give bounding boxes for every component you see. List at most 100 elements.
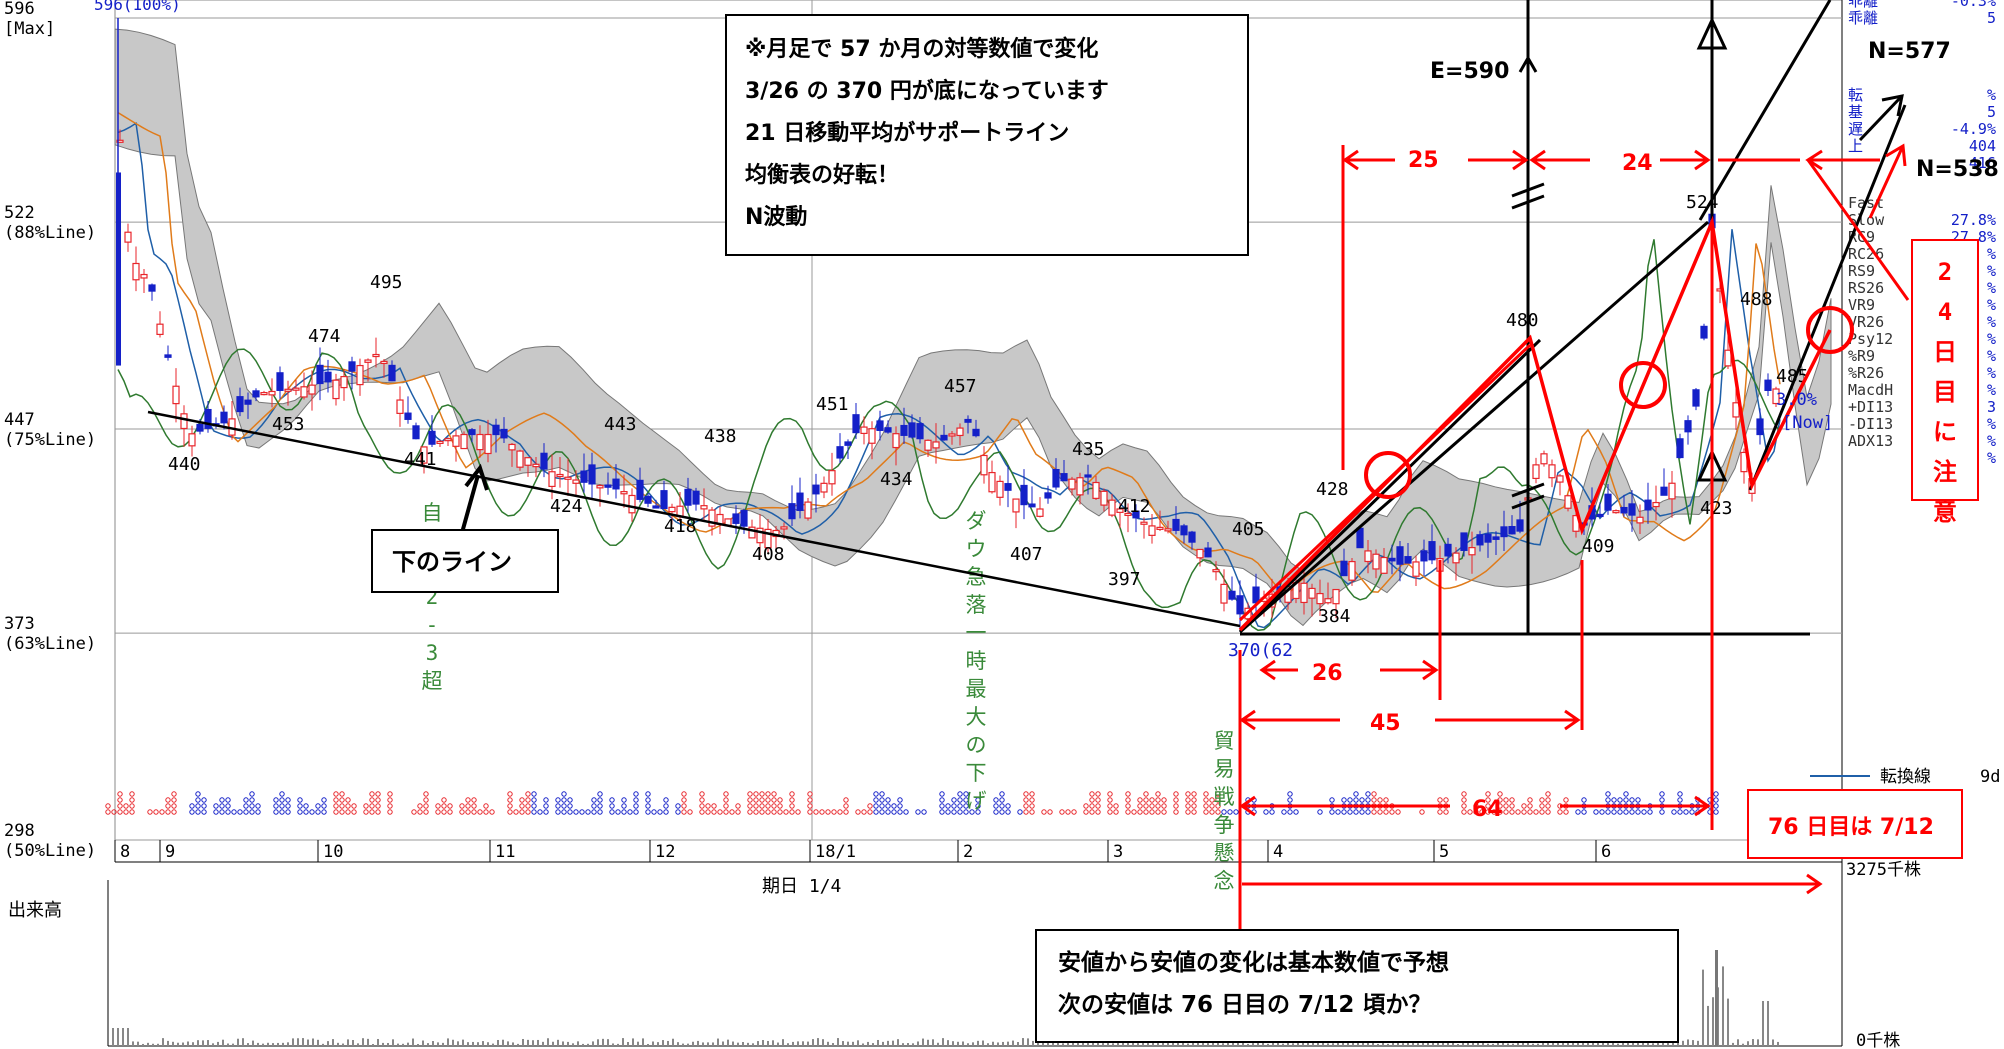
volume-bar [1222, 1043, 1224, 1046]
candle [988, 460, 996, 494]
candle-body [1052, 468, 1060, 488]
signal-dot [765, 803, 771, 809]
volume-bar [1507, 1043, 1509, 1046]
signal-dot [117, 791, 123, 797]
signal-dot [1125, 803, 1131, 809]
volume-bar [707, 1042, 709, 1046]
candle-body [1532, 464, 1540, 480]
candle-body [276, 372, 284, 391]
candle-body [1068, 478, 1076, 490]
candle [476, 425, 484, 458]
signal-dot [1473, 803, 1479, 809]
volume-bar [777, 1042, 779, 1046]
signal-dot [423, 803, 429, 809]
signal-dot [1497, 791, 1503, 797]
lower-trend-line [147, 410, 1241, 628]
main-note-line: N波動 [745, 205, 807, 230]
volume-bar [327, 1041, 329, 1046]
volume-bar [1687, 1039, 1689, 1046]
candle [796, 477, 804, 519]
n-target-label-2: N=538 [1916, 157, 1999, 182]
signal-dot [759, 803, 765, 809]
signal-dot [1521, 809, 1527, 815]
signal-dot [519, 809, 525, 815]
signal-dot [753, 809, 759, 815]
signal-dot [279, 791, 285, 797]
period-label: 期日 1/4 [762, 876, 841, 897]
signal-dot [525, 797, 531, 803]
signal-dot [879, 803, 885, 809]
signal-dot [1293, 809, 1299, 815]
signal-dot [1185, 803, 1191, 809]
signal-dot [789, 809, 795, 815]
signal-dot [255, 803, 261, 809]
signal-dot [675, 809, 681, 815]
candle [644, 493, 652, 508]
candle [956, 423, 964, 446]
candle [436, 440, 444, 448]
volume-bar [697, 1040, 699, 1046]
volume-bar [1377, 1043, 1379, 1046]
signal-dot [1557, 809, 1563, 815]
signal-dot [957, 809, 963, 815]
signal-dot [993, 803, 999, 809]
signal-dot [165, 803, 171, 809]
volume-bar [947, 1040, 949, 1046]
volume-bar [1167, 1040, 1169, 1046]
volume-bar [507, 1041, 509, 1046]
volume-bar [512, 1042, 514, 1046]
signal-dot [1605, 809, 1611, 815]
signal-dot [813, 809, 819, 815]
signal-dot [345, 797, 351, 803]
volume-bar [922, 1038, 924, 1046]
candle-body [260, 391, 268, 396]
legend-line-label: 転換線 [1880, 767, 1931, 787]
signal-dot [1629, 797, 1635, 803]
signal-dot [321, 803, 327, 809]
volume-bar [902, 1043, 904, 1046]
candle [1756, 408, 1764, 445]
candle [844, 439, 852, 459]
signal-dot [885, 803, 891, 809]
signal-dot [633, 791, 639, 797]
signal-dot [1269, 809, 1275, 815]
event-note-char: ダ [966, 509, 987, 533]
candle-body [420, 446, 428, 464]
volume-bar [752, 1043, 754, 1046]
candle [1772, 386, 1780, 407]
candle [660, 480, 668, 510]
candle [812, 473, 820, 513]
signal-dot [597, 797, 603, 803]
day24-note-box [1911, 239, 1979, 501]
signal-dot [525, 809, 531, 815]
signal-dot [873, 791, 879, 797]
sidebar-indicator-name: 遅 [1848, 120, 1863, 138]
volume-bar [1467, 1042, 1469, 1046]
count-label: 26 [1312, 661, 1343, 686]
volume-bar [197, 1040, 199, 1046]
volume-bar [1002, 1041, 1004, 1046]
signal-dot [591, 803, 597, 809]
signal-dot [411, 809, 417, 815]
y-tick-sublabel: [Max] [4, 19, 55, 39]
volume-bar [1432, 1041, 1434, 1046]
signal-dot [771, 809, 777, 815]
signal-dot [1023, 809, 1029, 815]
volume-bar [202, 1040, 204, 1046]
volume-bar [1137, 1043, 1139, 1046]
candle-body [300, 386, 308, 398]
signal-dot [321, 797, 327, 803]
signal-dot [273, 803, 279, 809]
candle-body [1548, 464, 1556, 479]
signal-dot [345, 803, 351, 809]
volume-bar [967, 1043, 969, 1046]
volume-bar [862, 1043, 864, 1046]
candle-body [252, 390, 260, 398]
candle-body [700, 505, 708, 510]
signal-dot [273, 797, 279, 803]
signal-dot [1029, 797, 1035, 803]
price-point-label: 440 [168, 454, 201, 475]
volume-bar [337, 1042, 339, 1046]
